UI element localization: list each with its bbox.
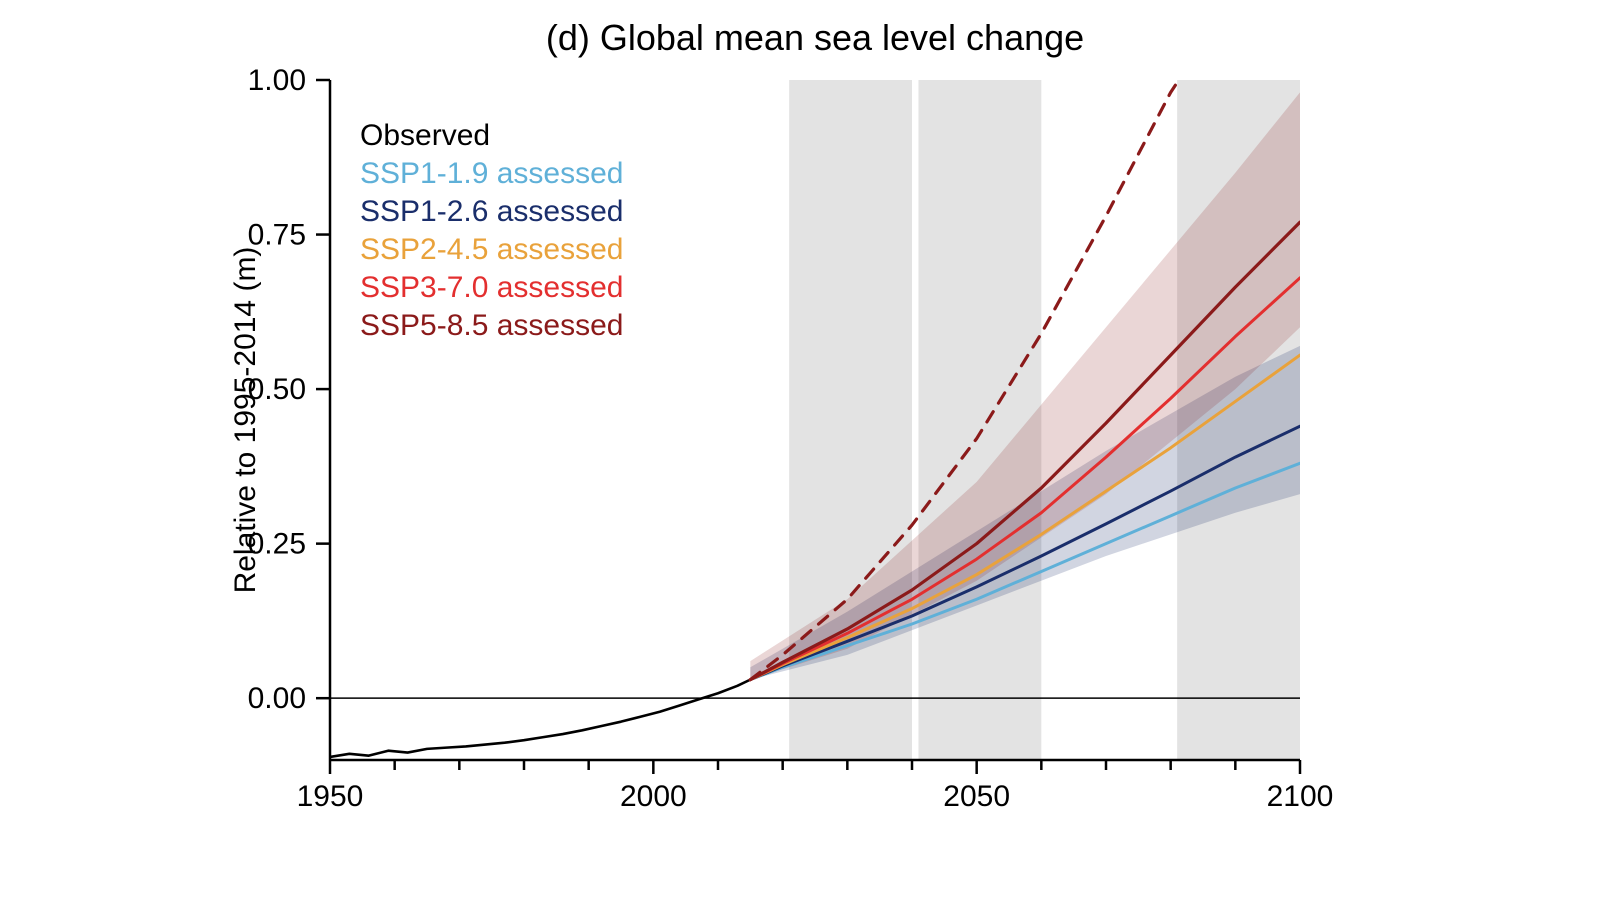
y-tick-label: 0.75	[248, 219, 306, 252]
y-tick-label: 0.50	[248, 373, 306, 406]
sea-level-chart: (d) Global mean sea level changeRelative…	[0, 0, 1600, 900]
chart-title: (d) Global mean sea level change	[546, 17, 1084, 58]
x-tick-label: 2050	[943, 780, 1010, 813]
y-tick-label: 0.00	[248, 682, 306, 715]
legend-item-ssp119: SSP1-1.9 assessed	[360, 157, 623, 190]
series-observed	[330, 670, 770, 757]
assessment-period-band	[918, 80, 1041, 760]
y-tick-label: 0.25	[248, 528, 306, 561]
legend-item-ssp370: SSP3-7.0 assessed	[360, 271, 623, 304]
x-tick-label: 2100	[1267, 780, 1334, 813]
y-tick-label: 1.00	[248, 64, 306, 97]
legend-item-observed: Observed	[360, 119, 490, 152]
legend-item-ssp245: SSP2-4.5 assessed	[360, 233, 623, 266]
x-tick-label: 1950	[297, 780, 364, 813]
legend-item-ssp126: SSP1-2.6 assessed	[360, 195, 623, 228]
x-tick-label: 2000	[620, 780, 687, 813]
legend-item-ssp585: SSP5-8.5 assessed	[360, 309, 623, 342]
